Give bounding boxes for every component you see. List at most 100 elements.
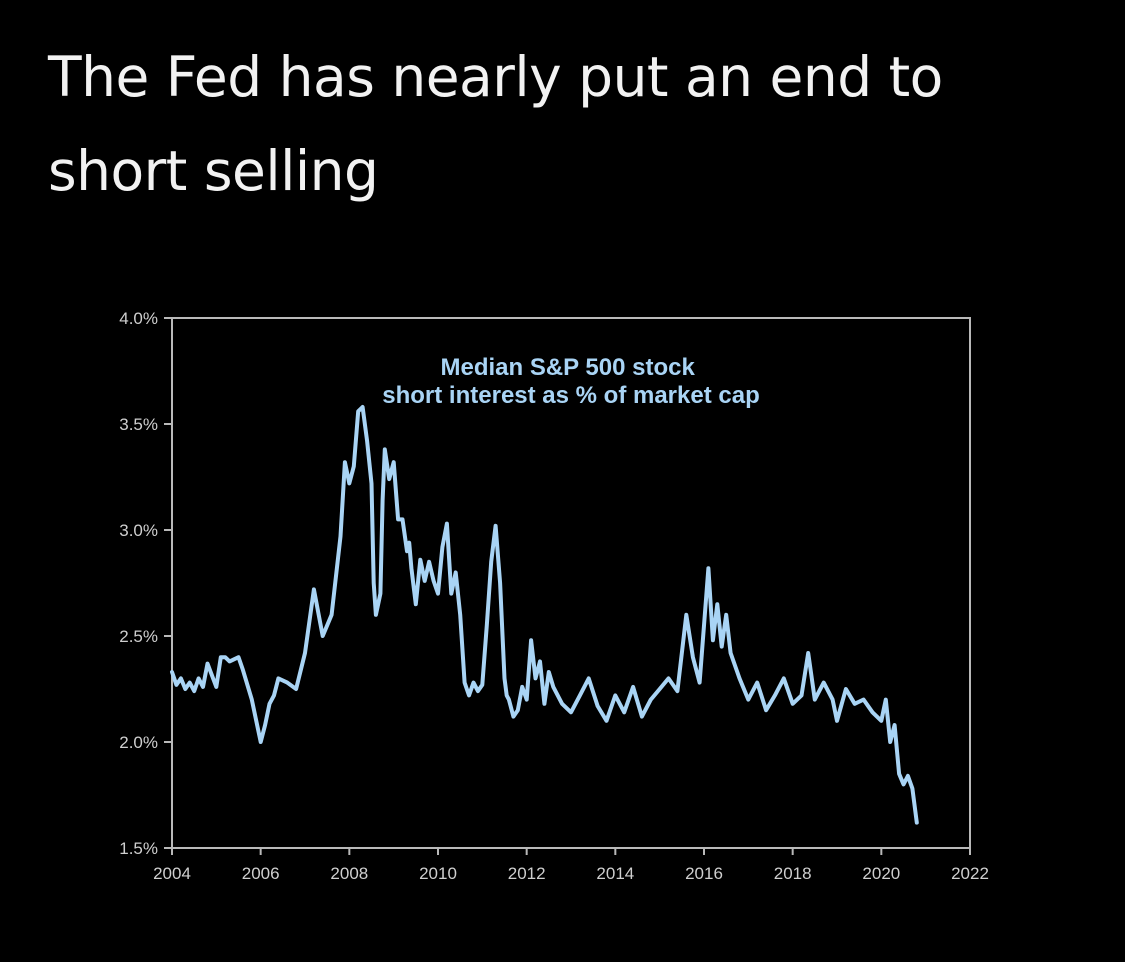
data-point xyxy=(372,581,376,585)
data-point xyxy=(587,676,591,680)
data-point xyxy=(534,676,537,680)
data-point xyxy=(361,405,365,409)
data-point xyxy=(374,613,378,617)
data-point xyxy=(174,683,178,687)
data-point xyxy=(494,524,498,528)
data-point xyxy=(773,693,777,697)
data-point xyxy=(529,638,533,642)
data-point xyxy=(715,602,719,606)
data-point xyxy=(711,638,715,642)
data-point xyxy=(560,702,564,706)
data-point xyxy=(791,702,795,706)
x-tick-label: 2010 xyxy=(419,864,457,883)
data-point xyxy=(915,821,919,825)
data-point xyxy=(414,602,418,606)
data-point xyxy=(405,549,409,553)
data-point xyxy=(343,460,347,464)
x-tick-label: 2022 xyxy=(951,864,989,883)
data-point xyxy=(906,774,910,778)
chart-annotation: Median S&P 500 stock short interest as %… xyxy=(382,354,759,409)
data-point xyxy=(498,581,502,585)
y-tick-label: 3.0% xyxy=(119,521,158,540)
series-group xyxy=(170,405,919,825)
data-point xyxy=(312,587,316,591)
data-point xyxy=(489,560,493,564)
data-point xyxy=(538,659,542,663)
data-point xyxy=(228,659,232,663)
data-point xyxy=(179,676,183,680)
data-point xyxy=(782,676,786,680)
data-point xyxy=(738,676,741,680)
data-point xyxy=(516,708,520,712)
data-point xyxy=(401,517,404,521)
chart: 1.5% 2.0% 2.5% 3.0% 3.5% 4.0% 2004 2006 2008 201… xyxy=(0,290,1125,910)
data-point xyxy=(347,481,351,485)
x-tick-label: 2004 xyxy=(153,864,191,883)
data-point xyxy=(467,693,471,697)
data-point xyxy=(383,447,387,451)
data-point xyxy=(392,460,396,464)
y-tick-label: 1.5% xyxy=(119,839,158,858)
data-point xyxy=(276,676,280,680)
data-point xyxy=(684,613,688,617)
data-point xyxy=(698,681,702,685)
data-point xyxy=(418,558,422,562)
data-point xyxy=(902,782,905,786)
data-point xyxy=(294,687,298,691)
data-point xyxy=(454,570,458,574)
annotation-line-1: Median S&P 500 stock xyxy=(440,354,695,381)
data-point xyxy=(691,655,695,659)
data-point xyxy=(365,439,369,443)
data-point xyxy=(822,681,826,685)
data-point xyxy=(423,579,427,583)
data-point xyxy=(844,687,848,691)
data-point xyxy=(879,719,883,723)
data-point xyxy=(605,719,608,723)
data-point xyxy=(250,698,254,702)
data-point xyxy=(339,534,342,538)
data-point xyxy=(746,698,750,702)
data-point xyxy=(219,655,223,659)
data-point xyxy=(505,693,509,697)
x-tick-label: 2006 xyxy=(242,864,280,883)
data-point xyxy=(407,541,411,545)
data-point xyxy=(330,613,334,617)
data-point xyxy=(445,522,449,526)
y-tick-label: 3.5% xyxy=(119,415,158,434)
data-point xyxy=(214,685,218,689)
data-point xyxy=(813,698,817,702)
data-point xyxy=(569,710,573,714)
data-point xyxy=(259,740,263,744)
data-point xyxy=(542,702,546,706)
data-point xyxy=(197,676,201,680)
data-point xyxy=(649,698,653,702)
x-tick-label: 2016 xyxy=(685,864,723,883)
x-tick-label: 2020 xyxy=(862,864,900,883)
data-point xyxy=(427,560,431,564)
data-point xyxy=(485,623,489,627)
data-point xyxy=(888,740,892,744)
data-point xyxy=(702,623,706,627)
data-point xyxy=(596,704,600,708)
data-point xyxy=(551,685,555,689)
data-point xyxy=(511,715,515,719)
x-axis: 2004 2006 2008 2010 2012 2014 2016 2018 2020 2022 xyxy=(153,848,989,883)
data-point xyxy=(613,693,617,697)
data-point xyxy=(720,645,724,649)
data-point xyxy=(370,481,373,485)
data-point xyxy=(547,670,551,674)
data-point xyxy=(897,772,901,776)
data-point xyxy=(463,681,467,685)
data-point xyxy=(321,634,325,638)
data-point xyxy=(201,685,205,689)
annotation-line-2: short interest as % of market cap xyxy=(382,382,759,409)
chart-svg: 1.5% 2.0% 2.5% 3.0% 3.5% 4.0% 2004 2006 2008 201… xyxy=(119,309,989,883)
data-point xyxy=(476,689,480,693)
data-point xyxy=(268,702,271,706)
data-point xyxy=(578,693,582,697)
data-point xyxy=(206,662,209,666)
data-point xyxy=(503,676,506,680)
data-point xyxy=(910,787,914,791)
data-point xyxy=(631,685,635,689)
data-point xyxy=(729,651,733,655)
